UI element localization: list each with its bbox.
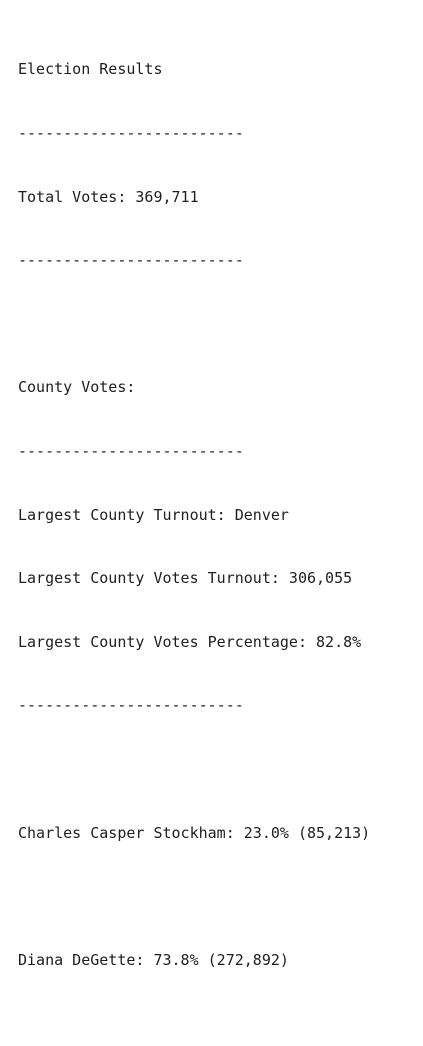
blank-line [18, 314, 370, 335]
separator-line: ------------------------- [18, 251, 244, 270]
blank-line [18, 1013, 370, 1034]
separator-line: ------------------------- [18, 441, 244, 460]
candidate-result: Charles Casper Stockham: 23.0% (85,213) [18, 823, 371, 842]
separator-line: ------------------------- [18, 696, 244, 715]
blank-line [18, 759, 370, 780]
separator-line: ------------------------- [18, 124, 244, 142]
candidate-result: Diana DeGette: 73.8% (272,892) [18, 950, 289, 969]
largest-county-votes: Largest County Votes Turnout: 306,055 [18, 569, 353, 588]
blank-line [18, 886, 370, 907]
largest-county-percentage: Largest County Votes Percentage: 82.8% [18, 632, 362, 651]
total-votes: Total Votes: 369,711 [18, 187, 199, 206]
county-heading: County Votes: [18, 378, 136, 397]
largest-county-turnout: Largest County Turnout: Denver [18, 505, 289, 524]
election-results-text: Election Results -----------------------… [18, 17, 370, 1046]
page-title: Election Results [18, 60, 163, 79]
